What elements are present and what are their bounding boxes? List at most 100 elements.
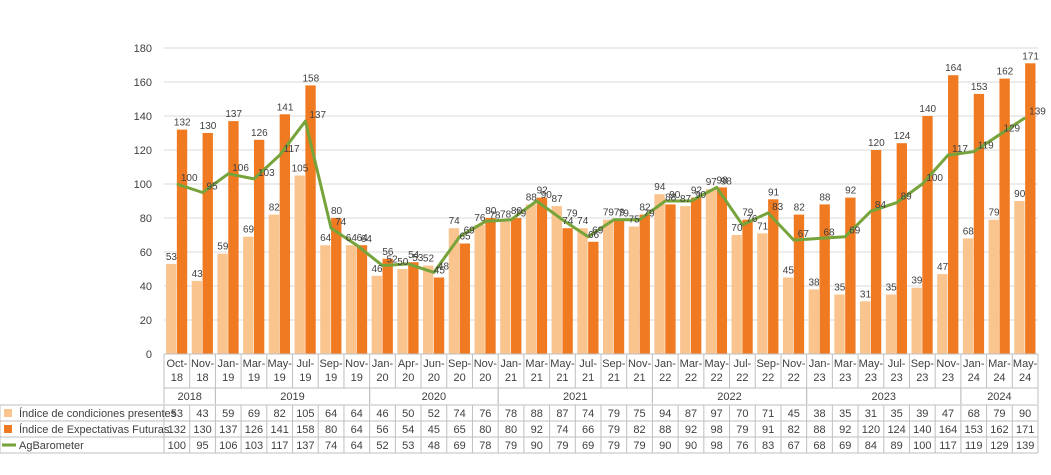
x-tick-label: May- [704,358,729,370]
table-cell: 126 [245,424,263,436]
data-label-future: 82 [794,203,806,214]
table-cell: 120 [862,424,880,436]
table-cell: 103 [245,440,263,452]
data-label-future: 65 [459,232,471,243]
data-label-present: 75 [629,215,641,226]
table-cell: 119 [965,440,983,452]
table-cell: 38 [813,408,825,420]
data-label-agbarometer: 78 [489,210,501,221]
table-cell: 35 [890,408,902,420]
x-tick-label: 24 [968,372,980,384]
x-tick-label: 23 [916,372,928,384]
bar-present [397,269,408,354]
data-label-future: 92 [537,186,549,197]
bar-future [665,204,676,354]
data-label-future: 74 [562,216,574,227]
bar-present [937,274,948,354]
table-cell: 124 [887,424,905,436]
x-tick-label: 21 [608,372,620,384]
table-cell: 80 [479,424,491,436]
y-tick-label: 80 [140,213,152,225]
x-tick-label: 19 [222,372,234,384]
table-cell: 74 [453,408,465,420]
table-cell: 52 [376,440,388,452]
data-label-present: 74 [577,216,589,227]
x-tick-label: 20 [402,372,414,384]
table-cell: 117 [271,440,289,452]
data-label-agbarometer: 53 [412,253,424,264]
data-label-future: 80 [511,206,523,217]
x-tick-label: 19 [274,372,286,384]
bar-present [1014,201,1025,354]
x-tick-label: Jan- [963,358,985,370]
table-cell: 164 [939,424,957,436]
data-label-agbarometer: 129 [1003,124,1020,135]
x-tick-label: Jul- [579,358,597,370]
data-label-present: 64 [346,233,358,244]
data-label-future: 80 [485,206,497,217]
table-cell: 39 [916,408,928,420]
x-tick-label: 23 [890,372,902,384]
data-label-agbarometer: 89 [901,192,913,203]
bar-future [485,218,496,354]
x-tick-label: Oct- [166,358,187,370]
bar-present [808,289,819,354]
bar-present [474,224,485,354]
x-tick-label: Sep- [602,358,626,370]
x-tick-label: 23 [813,372,825,384]
x-tick-label: 19 [351,372,363,384]
table-cell: 59 [222,408,234,420]
table-cell: 79 [556,440,568,452]
data-label-agbarometer: 79 [515,209,527,220]
data-label-future: 92 [691,186,703,197]
table-cell: 79 [736,424,748,436]
table-cell: 54 [402,424,414,436]
x-tick-label: 24 [993,372,1005,384]
data-label-future: 92 [845,186,857,197]
bar-present [834,294,845,354]
table-cell: 35 [839,408,851,420]
bar-future [176,129,188,354]
table-cell: 76 [736,440,748,452]
x-tick-label: Sep- [448,358,472,370]
table-cell: 82 [274,408,286,420]
data-label-agbarometer: 100 [926,173,943,184]
bar-future [922,116,933,354]
data-label-future: 88 [665,192,677,203]
table-cell: 45 [428,424,440,436]
table-cell: 67 [788,440,800,452]
year-label: 2021 [563,391,587,403]
bar-present [448,228,460,354]
bar-present [525,204,537,354]
table-cell: 82 [633,424,645,436]
table-cell: 79 [608,408,620,420]
table-cell: 89 [890,440,902,452]
table-cell: 79 [633,440,645,452]
year-label: 2024 [987,391,1011,403]
table-cell: 82 [788,424,800,436]
x-tick-label: Jan- [809,358,831,370]
table-cell: 79 [608,424,620,436]
table-cell: 70 [736,408,748,420]
bar-future [202,133,213,354]
data-label-agbarometer: 69 [592,226,604,237]
table-cell: 90 [1019,408,1031,420]
data-label-agbarometer: 83 [772,202,784,213]
year-label: 2022 [717,391,741,403]
table-cell: 88 [659,424,671,436]
table-cell: 66 [582,424,594,436]
x-tick-label: May- [550,358,575,370]
bar-present [885,294,897,354]
x-tick-label: 22 [711,372,723,384]
data-label-agbarometer: 100 [181,173,198,184]
x-tick-label: Mar- [988,358,1011,370]
data-label-present: 69 [243,225,255,236]
x-tick-label: 24 [1019,372,1031,384]
bar-present [654,194,665,354]
table-cell: 50 [402,408,414,420]
table-cell: 74 [556,424,568,436]
data-label-future: 82 [639,203,651,214]
bar-future [845,197,856,354]
bar-future [768,199,779,354]
x-tick-label: Jan- [372,358,394,370]
